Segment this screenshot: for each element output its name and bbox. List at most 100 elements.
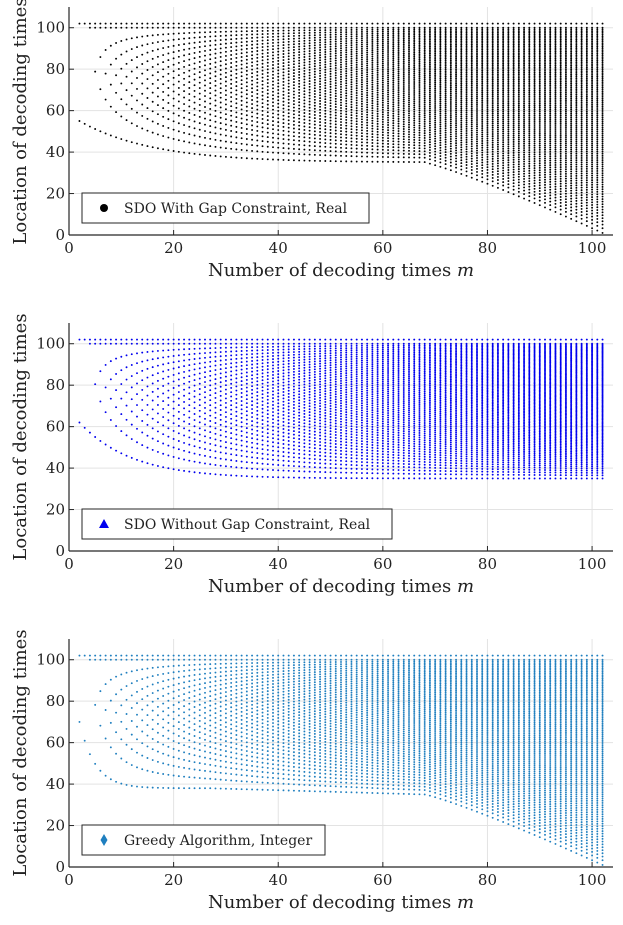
data-point — [549, 95, 552, 98]
data-point — [559, 48, 562, 51]
data-point — [272, 35, 274, 38]
data-point — [392, 143, 395, 146]
data-point — [392, 81, 395, 84]
data-point — [345, 121, 348, 124]
data-point — [397, 36, 400, 38]
data-point — [287, 49, 290, 52]
data-point — [507, 134, 510, 137]
data-point — [345, 31, 348, 34]
data-point — [308, 44, 311, 47]
data-point — [392, 61, 395, 64]
data-point — [193, 62, 196, 65]
data-point — [376, 142, 379, 145]
data-point — [580, 106, 583, 109]
data-point — [439, 134, 442, 137]
data-point — [538, 164, 541, 167]
data-point — [261, 56, 264, 58]
data-point — [136, 66, 138, 69]
data-point — [360, 135, 363, 138]
data-point — [350, 37, 353, 40]
data-point — [172, 44, 175, 47]
data-point — [360, 76, 363, 79]
data-point — [366, 55, 369, 58]
data-point — [381, 48, 384, 51]
data-point — [591, 196, 594, 199]
data-point — [564, 22, 567, 25]
data-point — [418, 56, 421, 59]
data-point — [198, 92, 201, 95]
data-point — [256, 43, 259, 46]
data-point — [596, 217, 599, 220]
data-point — [596, 229, 599, 232]
data-point — [387, 91, 390, 94]
data-point — [502, 28, 505, 31]
data-point — [439, 139, 442, 142]
data-point — [491, 110, 494, 113]
data-point — [141, 143, 144, 146]
data-point — [319, 22, 322, 25]
data-point — [470, 78, 473, 81]
data-point — [439, 149, 442, 152]
data-point — [345, 79, 348, 82]
data-point — [256, 134, 259, 137]
data-point — [591, 84, 594, 87]
data-point — [240, 91, 243, 94]
data-point — [334, 142, 337, 145]
data-point — [444, 108, 447, 111]
data-point — [360, 97, 363, 100]
data-point — [345, 116, 348, 119]
data-point — [580, 120, 583, 123]
data-point — [428, 49, 431, 52]
data-point — [533, 177, 536, 179]
data-point — [261, 59, 264, 62]
data-point — [528, 114, 531, 117]
data-point — [371, 85, 374, 88]
data-point — [491, 146, 494, 149]
data-point — [439, 130, 442, 132]
data-point — [591, 66, 594, 69]
data-point — [507, 102, 510, 105]
data-point — [549, 150, 552, 153]
data-point — [334, 71, 337, 74]
data-point — [428, 28, 431, 31]
data-point — [177, 67, 180, 70]
data-point — [491, 118, 494, 121]
data-point — [538, 80, 541, 83]
data-point — [188, 81, 191, 84]
data-point — [198, 31, 201, 34]
data-point — [507, 89, 510, 92]
data-point — [444, 92, 447, 95]
data-point — [350, 78, 353, 81]
data-point — [554, 82, 557, 85]
data-point — [266, 111, 269, 114]
data-point — [507, 22, 510, 25]
data-point — [486, 38, 489, 41]
data-point — [413, 150, 416, 152]
data-point — [183, 37, 186, 40]
data-point — [408, 84, 410, 87]
data-point — [544, 108, 546, 111]
data-point — [355, 137, 358, 140]
data-point — [444, 61, 447, 64]
data-point — [517, 160, 520, 163]
data-point — [413, 32, 416, 34]
data-point — [214, 155, 217, 157]
data-point — [219, 82, 222, 85]
data-point — [559, 150, 562, 153]
data-point — [502, 134, 505, 137]
data-point — [282, 56, 285, 58]
data-point — [272, 97, 274, 100]
data-point — [476, 26, 478, 29]
data-point — [575, 120, 578, 123]
data-point — [251, 103, 254, 105]
data-point — [329, 142, 332, 145]
data-point — [507, 71, 510, 74]
data-point — [444, 153, 447, 156]
data-point — [272, 22, 274, 25]
data-point — [564, 146, 567, 149]
data-point — [570, 68, 573, 71]
data-point — [570, 136, 573, 139]
data-point — [251, 79, 254, 82]
data-point — [193, 26, 196, 29]
data-point — [167, 26, 170, 29]
